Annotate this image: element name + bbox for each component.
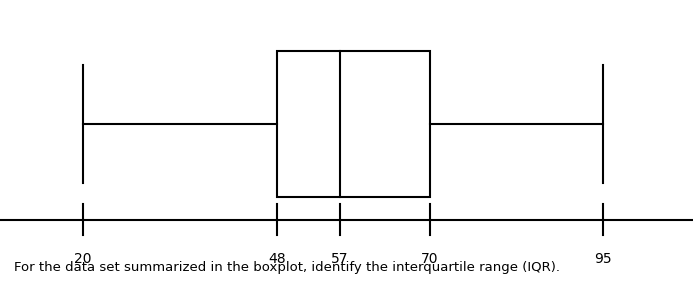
Text: 70: 70 (421, 252, 439, 266)
Bar (277, 51, 430, 197)
Text: For the data set summarized in the boxplot, identify the interquartile range (IQ: For the data set summarized in the boxpl… (14, 261, 560, 274)
Text: 48: 48 (268, 252, 286, 266)
Text: 20: 20 (74, 252, 92, 266)
Text: 95: 95 (594, 252, 612, 266)
Text: 57: 57 (331, 252, 349, 266)
